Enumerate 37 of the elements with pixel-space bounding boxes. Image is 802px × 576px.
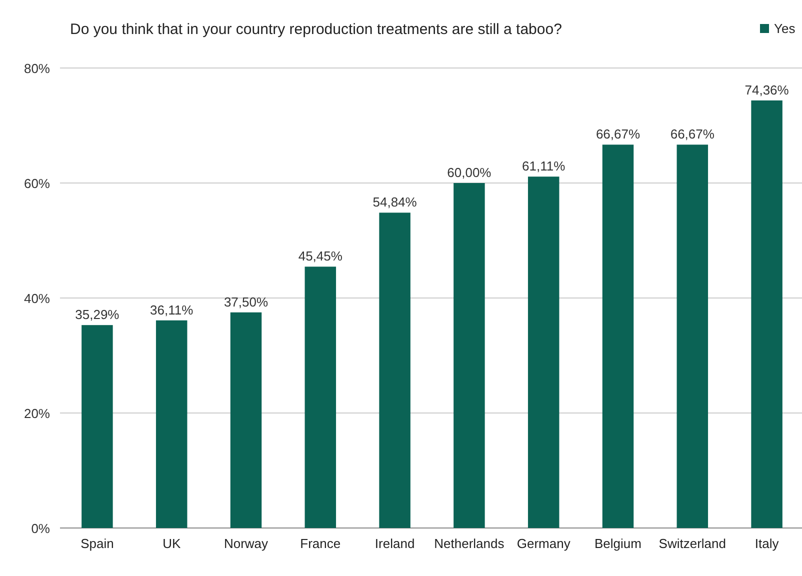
bar <box>454 183 485 528</box>
x-tick-label: France <box>300 536 341 551</box>
x-tick-label: Italy <box>754 536 780 551</box>
bar <box>82 325 113 528</box>
y-tick-label: 40% <box>24 291 50 306</box>
data-label: 45,45% <box>298 248 343 264</box>
data-label: 54,84% <box>372 194 418 210</box>
data-label: 74,36% <box>744 82 790 98</box>
x-tick-label: Norway <box>224 536 269 551</box>
data-label: 66,67% <box>670 126 715 142</box>
bar <box>751 100 782 528</box>
data-label: 66,67% <box>596 126 640 142</box>
y-tick-label: 60% <box>24 176 50 191</box>
data-label: 35,29% <box>75 307 120 322</box>
bar <box>676 144 708 528</box>
data-label: 61,11% <box>522 158 566 174</box>
bar <box>230 312 262 528</box>
bar <box>602 144 634 528</box>
bar <box>304 266 336 528</box>
data-label: 60,00% <box>447 165 492 180</box>
bar <box>156 320 188 528</box>
data-label: 37,50% <box>224 294 268 310</box>
x-tick-label: Belgium <box>594 536 642 551</box>
y-tick-label: 0% <box>31 521 50 536</box>
y-tick-label: 80% <box>24 61 50 76</box>
x-tick-label: Ireland <box>374 536 415 551</box>
x-tick-label: UK <box>162 536 181 551</box>
bar <box>528 176 560 528</box>
y-tick-label: 20% <box>24 406 50 421</box>
x-tick-label: Netherlands <box>434 536 505 551</box>
data-label: 36,11% <box>150 302 194 318</box>
x-tick-label: Spain <box>80 536 114 551</box>
legend-label: Yes <box>774 21 796 36</box>
bar <box>379 212 410 528</box>
x-tick-label: Switzerland <box>658 536 726 551</box>
chart-title: Do you think that in your country reproduction treatments are still a taboo? <box>70 21 562 38</box>
x-tick-label: Germany <box>516 536 571 551</box>
